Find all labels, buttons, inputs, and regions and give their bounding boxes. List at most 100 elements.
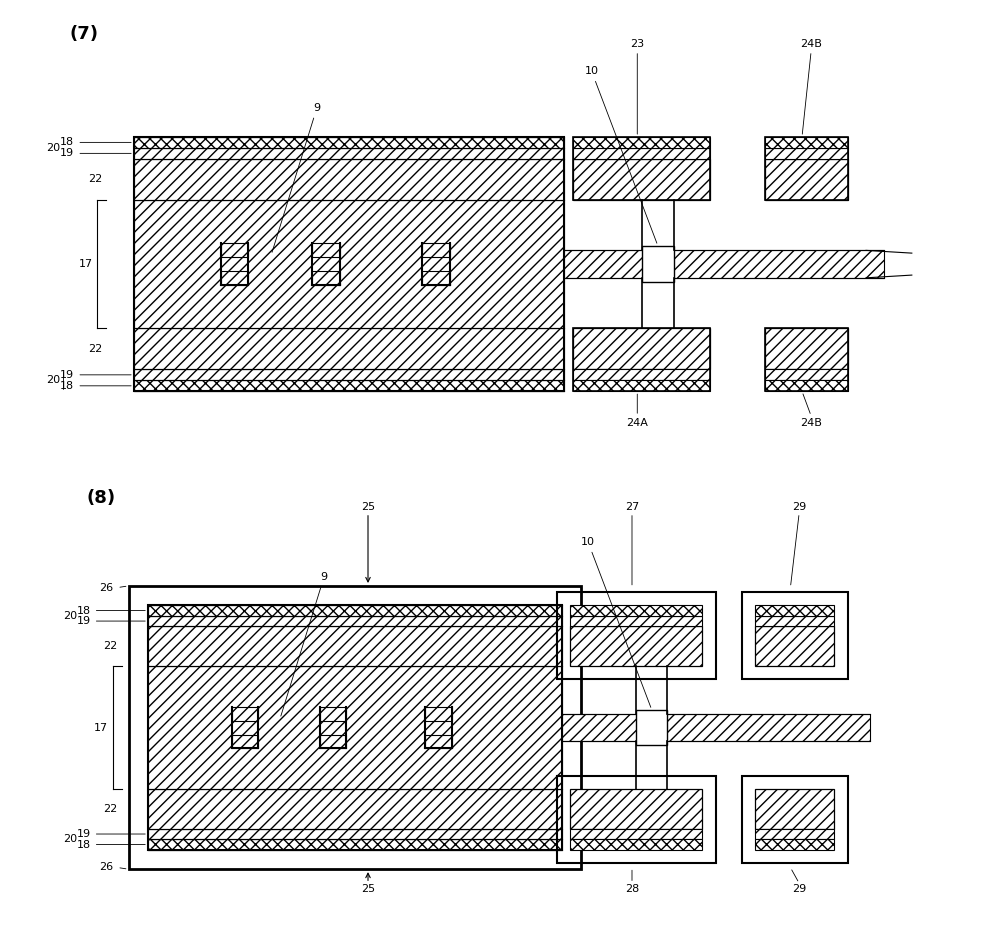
Bar [134, 159, 564, 200]
Bar [755, 616, 834, 626]
Bar [573, 148, 710, 159]
Bar [557, 592, 716, 680]
Bar [422, 271, 450, 285]
Bar [564, 250, 884, 278]
Text: 22: 22 [103, 641, 117, 651]
Bar [573, 380, 710, 391]
Text: 20: 20 [47, 143, 61, 153]
Bar [148, 828, 562, 840]
Text: 17: 17 [94, 723, 108, 733]
Bar [148, 840, 562, 850]
Bar [570, 626, 702, 665]
Text: 18: 18 [77, 840, 145, 850]
Text: 9: 9 [272, 103, 321, 253]
Bar [320, 735, 346, 748]
Bar [765, 380, 848, 391]
Text: 18: 18 [60, 381, 131, 391]
Bar [221, 271, 248, 285]
Bar [134, 370, 564, 380]
Bar [765, 370, 848, 380]
Bar [134, 137, 564, 148]
Text: 20: 20 [47, 375, 61, 386]
Bar [320, 708, 346, 721]
Bar [148, 626, 562, 665]
Text: 10: 10 [585, 66, 657, 243]
Bar [765, 137, 848, 148]
Bar [134, 329, 564, 370]
Bar [570, 840, 702, 850]
Bar [742, 776, 848, 863]
Bar [573, 137, 710, 148]
Text: 20: 20 [63, 834, 78, 844]
Bar [422, 243, 450, 256]
Bar [765, 159, 848, 200]
Bar [642, 246, 674, 283]
Bar [573, 370, 710, 380]
Text: 18: 18 [60, 138, 131, 147]
Bar [232, 708, 258, 721]
Text: 19: 19 [77, 829, 145, 839]
Bar [148, 616, 562, 626]
Text: 26: 26 [99, 582, 113, 592]
Bar [148, 606, 562, 850]
Bar [557, 776, 716, 863]
Text: 25: 25 [361, 885, 375, 895]
Text: 26: 26 [99, 862, 113, 872]
Bar [134, 380, 564, 391]
Bar [134, 200, 564, 329]
Bar [134, 137, 564, 391]
Bar [755, 828, 834, 840]
Bar [312, 271, 340, 285]
Text: 28: 28 [625, 885, 639, 895]
Bar [765, 329, 848, 391]
Text: (8): (8) [86, 490, 116, 507]
Text: 29: 29 [792, 502, 806, 512]
Text: 29: 29 [792, 885, 806, 895]
Text: 19: 19 [60, 149, 131, 158]
Bar [134, 148, 564, 159]
Bar [221, 243, 248, 256]
Text: 10: 10 [581, 537, 651, 708]
Bar [148, 789, 562, 828]
Bar [148, 606, 562, 616]
Text: 27: 27 [625, 502, 639, 512]
Text: 24B: 24B [800, 418, 822, 429]
Bar [562, 714, 870, 740]
Text: 22: 22 [88, 174, 102, 184]
Bar [570, 616, 702, 626]
Text: 19: 19 [60, 370, 131, 380]
Bar [765, 329, 848, 370]
Bar [573, 329, 710, 370]
Bar [129, 586, 581, 870]
Text: 17: 17 [79, 259, 93, 270]
Bar [573, 137, 710, 200]
Bar [570, 828, 702, 840]
Text: 19: 19 [77, 616, 145, 626]
Text: 25: 25 [361, 502, 375, 512]
Text: 22: 22 [103, 804, 117, 814]
Bar [755, 626, 834, 665]
Bar [765, 148, 848, 159]
Text: 20: 20 [63, 611, 78, 621]
Bar [148, 665, 562, 789]
Bar [755, 789, 834, 828]
Bar [636, 709, 667, 745]
Bar [755, 840, 834, 850]
Bar [312, 243, 340, 256]
Text: 22: 22 [88, 344, 102, 354]
Bar [570, 606, 702, 616]
Text: 24A: 24A [626, 418, 648, 429]
Bar [570, 789, 702, 828]
Bar [425, 735, 452, 748]
Text: 18: 18 [77, 606, 145, 616]
Bar [573, 329, 710, 391]
Bar [742, 592, 848, 680]
Text: 24B: 24B [800, 38, 822, 49]
Text: 9: 9 [281, 572, 328, 716]
Bar [755, 606, 834, 616]
Bar [425, 708, 452, 721]
Bar [765, 137, 848, 200]
Text: (7): (7) [70, 25, 99, 43]
Bar [232, 735, 258, 748]
Text: 23: 23 [630, 38, 644, 49]
